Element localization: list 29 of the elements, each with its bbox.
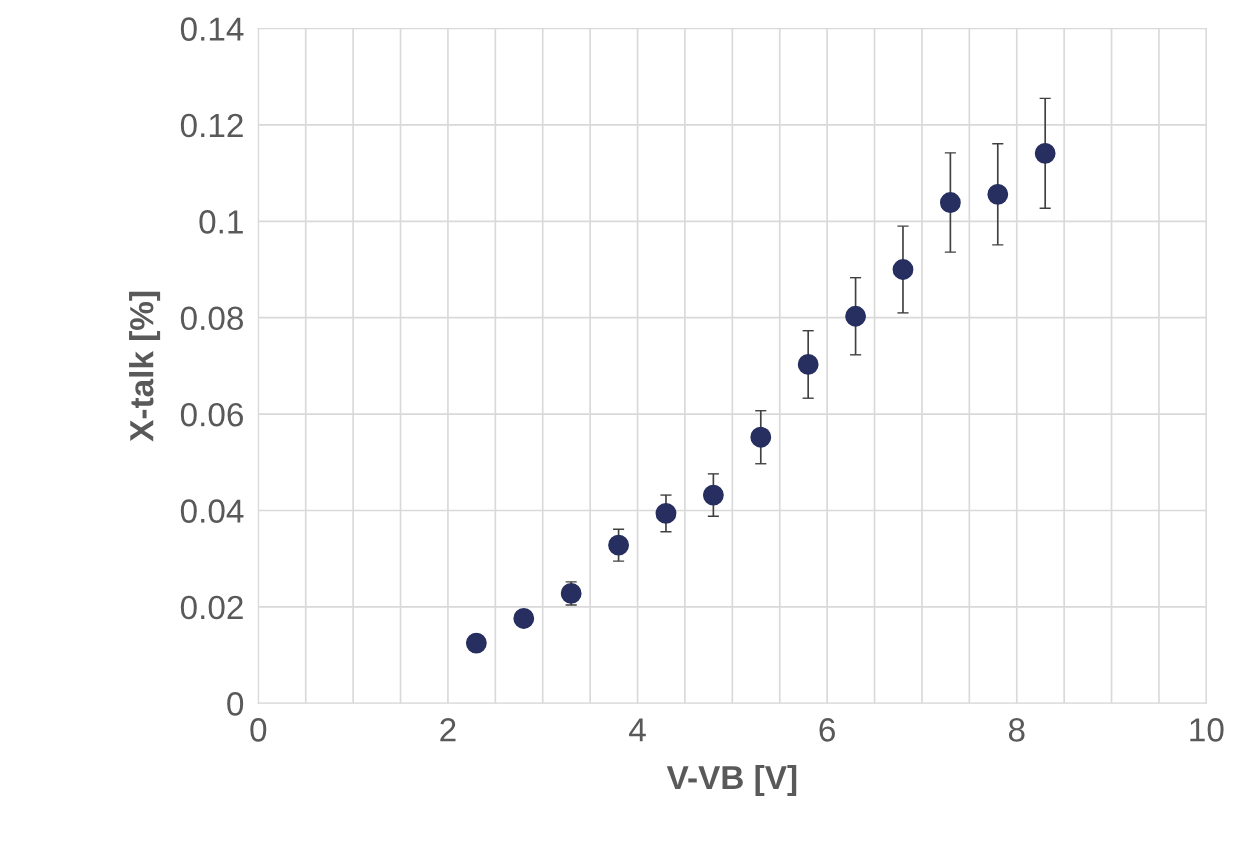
point bbox=[892, 259, 914, 280]
point bbox=[987, 183, 1009, 205]
point bbox=[845, 305, 866, 327]
point bbox=[655, 502, 677, 524]
point bbox=[513, 608, 535, 629]
x-tick-label: 6 bbox=[819, 718, 835, 742]
x-tick-label: 0 bbox=[250, 718, 267, 742]
y-tick-label: 0 bbox=[227, 692, 244, 716]
y-tick-label: 0.12 bbox=[180, 113, 243, 138]
y-tick-label: 0.1 bbox=[199, 210, 243, 234]
y-tick-label: 0.06 bbox=[180, 402, 243, 427]
point bbox=[939, 192, 961, 213]
point bbox=[465, 632, 487, 654]
y-tick-label: 0.14 bbox=[180, 17, 244, 41]
x-axis-title: V-VB [V] bbox=[666, 764, 797, 796]
point bbox=[560, 582, 582, 604]
x-tick-label: 8 bbox=[1008, 718, 1025, 742]
x-tick-label: 2 bbox=[440, 718, 456, 742]
point bbox=[608, 534, 629, 556]
point bbox=[702, 484, 724, 506]
y-axis-title: X-talk [%] bbox=[129, 291, 161, 442]
x-tick-label: 4 bbox=[629, 718, 646, 742]
x-tick-label: 10 bbox=[1190, 718, 1224, 742]
y-tick-label: 0.02 bbox=[180, 595, 243, 620]
y-tick-label: 0.04 bbox=[180, 499, 244, 523]
point bbox=[750, 426, 772, 448]
point bbox=[1034, 142, 1056, 164]
y-tick-label: 0.08 bbox=[180, 306, 243, 331]
point bbox=[797, 354, 819, 375]
